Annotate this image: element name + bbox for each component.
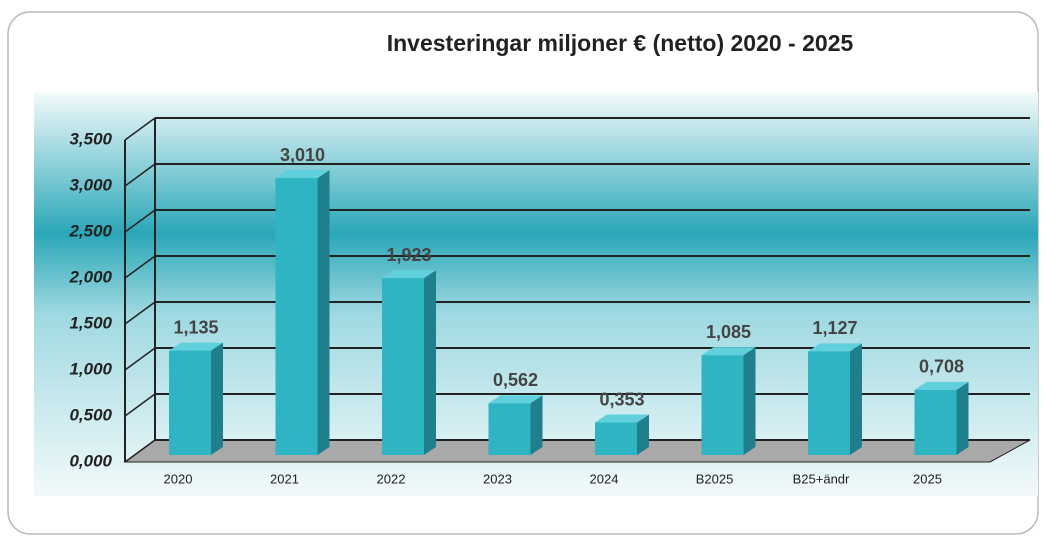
bar-top (275, 170, 330, 179)
y-tick-label: 2,500 (68, 221, 112, 240)
bar (382, 278, 424, 455)
grid-connector (124, 301, 156, 325)
grid-connector (124, 209, 156, 233)
grid-connector (124, 117, 156, 141)
value-label: 0,708 (919, 357, 964, 377)
bar-side (211, 342, 223, 455)
bar (595, 422, 637, 455)
floor (123, 439, 1031, 463)
x-tick-label: 2021 (270, 471, 299, 486)
bar (275, 178, 318, 455)
grid-connector (124, 255, 156, 279)
y-tick-label: 3,500 (69, 129, 112, 148)
x-tick-label: 2023 (483, 471, 512, 486)
bar-top (169, 342, 223, 351)
bar-side (850, 343, 862, 455)
x-tick-label: 2024 (590, 471, 619, 486)
grid-connector (124, 163, 156, 187)
bar-side (637, 414, 649, 455)
bar-top (595, 414, 649, 423)
bar-top (808, 343, 862, 352)
chart-title: Investeringar miljoner € (netto) 2020 - … (387, 30, 854, 56)
bar (701, 355, 744, 455)
bar-top (914, 381, 969, 390)
bar-side (317, 170, 330, 455)
value-label: 3,010 (280, 145, 325, 165)
x-tick-label: 2025 (913, 471, 942, 486)
y-tick-label: 1,000 (69, 359, 112, 378)
y-tick-label: 0,000 (69, 451, 112, 470)
x-tick-label: B25+ändr (793, 471, 850, 486)
bar-top (488, 395, 543, 404)
value-label: 1,085 (706, 322, 751, 342)
x-tick-label: 2020 (164, 471, 193, 486)
bar-top (701, 347, 756, 356)
value-label: 0,562 (493, 370, 538, 390)
bar (488, 403, 531, 455)
bar-side (424, 270, 436, 455)
bar-top (382, 270, 436, 279)
y-tick-label: 3,000 (69, 175, 112, 194)
x-tick-label: B2025 (696, 471, 734, 486)
y-tick-label: 2,000 (68, 267, 112, 286)
grid-connector (124, 393, 156, 417)
bar-side (530, 395, 543, 455)
value-label: 0,353 (599, 389, 644, 409)
grid-connector (124, 439, 156, 463)
bar (914, 389, 957, 455)
bar-side (956, 381, 969, 455)
value-label: 1,923 (386, 245, 431, 265)
y-tick-label: 0,500 (69, 405, 112, 424)
bar-side (743, 347, 756, 455)
grid-connector (124, 347, 156, 371)
value-label: 1,135 (173, 317, 218, 337)
y-tick-label: 1,500 (69, 313, 112, 332)
x-tick-label: 2022 (377, 471, 406, 486)
bar (169, 350, 211, 455)
bar (808, 351, 850, 455)
value-label: 1,127 (812, 318, 857, 338)
